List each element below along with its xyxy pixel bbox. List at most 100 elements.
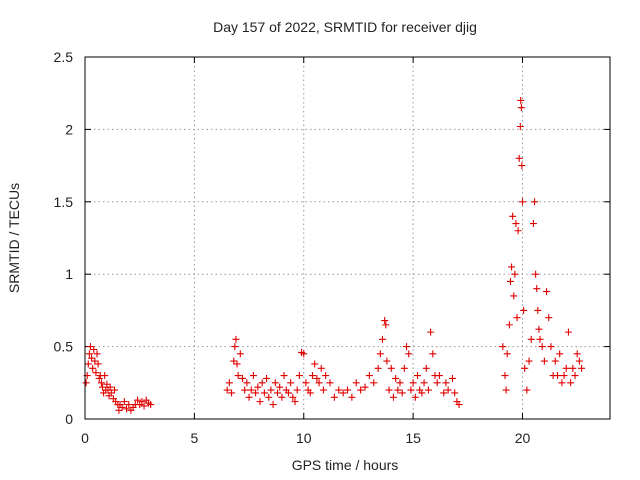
data-point — [506, 277, 514, 285]
y-tick-label: 1 — [65, 266, 73, 282]
data-point — [311, 360, 319, 368]
data-point — [239, 374, 246, 382]
data-point — [567, 379, 575, 387]
x-tick-label: 0 — [81, 430, 89, 446]
data-point — [103, 380, 111, 388]
data-point — [306, 389, 314, 397]
data-point — [503, 350, 511, 358]
data-point — [97, 379, 105, 387]
data-point — [516, 123, 524, 131]
data-point — [263, 374, 271, 382]
data-point — [418, 389, 426, 397]
data-point — [295, 372, 303, 380]
data-point — [233, 360, 241, 368]
data-point — [538, 343, 546, 351]
data-point — [392, 374, 400, 382]
data-point — [95, 374, 103, 382]
data-point — [138, 398, 146, 406]
y-tick-label: 2 — [65, 121, 73, 137]
data-point — [545, 314, 553, 322]
data-point — [241, 386, 249, 394]
data-point — [510, 292, 518, 300]
data-point — [125, 401, 133, 409]
data-point — [407, 386, 415, 394]
data-points — [82, 96, 586, 414]
data-point — [231, 343, 239, 351]
data-point — [389, 393, 397, 401]
data-point — [86, 343, 94, 351]
data-point — [123, 405, 131, 413]
data-point — [134, 396, 141, 404]
data-point — [330, 393, 338, 401]
data-point — [357, 386, 365, 394]
data-point — [243, 379, 251, 387]
data-point — [313, 374, 321, 382]
data-point — [511, 270, 519, 278]
data-point — [396, 379, 404, 387]
data-point — [245, 393, 253, 401]
data-point — [508, 263, 516, 271]
data-point — [379, 335, 386, 343]
data-point — [82, 379, 90, 387]
data-point — [532, 270, 540, 278]
y-axis-label: SRMTID / TECUs — [6, 183, 22, 293]
data-point — [254, 383, 262, 391]
data-point — [344, 386, 351, 394]
data-point — [551, 357, 559, 365]
data-point — [85, 350, 93, 358]
data-point — [411, 393, 419, 401]
data-point — [534, 306, 542, 314]
data-point — [509, 212, 517, 220]
data-point — [94, 360, 102, 368]
data-point — [300, 350, 308, 358]
grid-lines — [85, 57, 610, 419]
data-point — [319, 386, 327, 394]
data-point — [531, 198, 539, 206]
data-point — [232, 335, 240, 343]
data-point — [515, 154, 523, 162]
data-point — [317, 364, 325, 372]
data-point — [91, 357, 99, 365]
data-point — [293, 386, 301, 394]
data-point — [440, 389, 448, 397]
data-point — [302, 379, 310, 387]
data-point — [514, 227, 522, 235]
x-tick-label: 15 — [405, 430, 421, 446]
data-point — [84, 360, 92, 368]
data-point — [449, 374, 456, 382]
data-point — [225, 379, 233, 387]
data-point — [287, 379, 295, 387]
data-point — [280, 372, 288, 380]
data-point — [527, 335, 535, 343]
data-point — [518, 162, 526, 170]
data-point — [575, 357, 583, 365]
data-point — [335, 386, 343, 394]
data-point — [562, 364, 570, 372]
data-point — [365, 372, 373, 380]
data-point — [529, 220, 537, 228]
data-point — [573, 350, 581, 358]
data-point — [505, 321, 513, 329]
data-point — [249, 372, 257, 380]
data-point — [260, 389, 268, 397]
data-point — [429, 350, 437, 358]
data-point — [118, 403, 126, 411]
data-point — [352, 379, 360, 387]
data-point — [535, 325, 543, 333]
data-point — [400, 364, 408, 372]
plot-frame — [84, 56, 611, 420]
x-axis-label: GPS time / hours — [292, 457, 399, 473]
data-point — [381, 317, 389, 325]
data-point — [499, 343, 507, 351]
data-point — [424, 386, 432, 394]
data-point — [382, 321, 390, 329]
data-point — [106, 383, 114, 391]
data-point — [223, 386, 231, 394]
data-point — [111, 386, 119, 394]
data-point — [247, 386, 255, 394]
data-point — [560, 372, 568, 380]
data-point — [519, 198, 526, 206]
data-point — [543, 288, 551, 296]
data-point — [547, 343, 555, 351]
